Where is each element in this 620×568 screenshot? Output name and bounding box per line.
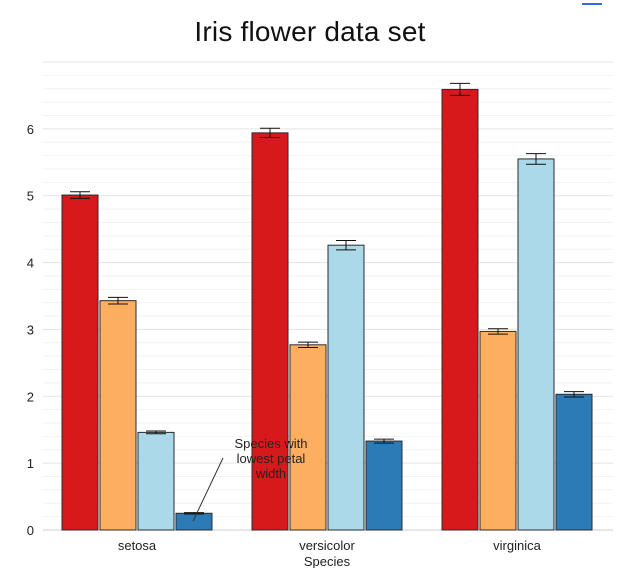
error-bars-layer — [70, 82, 584, 515]
y-tick-label: 0 — [27, 523, 34, 538]
bar-virginica-0 — [441, 88, 479, 531]
y-tick-label: 2 — [27, 389, 34, 404]
y-tick-label: 3 — [27, 322, 34, 337]
y-tick-label: 4 — [27, 256, 34, 271]
annotation-arrow — [192, 457, 224, 522]
x-tick-label-setosa: setosa — [118, 538, 157, 553]
y-tick-label: 5 — [27, 189, 34, 204]
x-tick-label-versicolor: versicolor — [299, 538, 355, 553]
x-tick-label-virginica: virginica — [493, 538, 541, 553]
bars-layer — [61, 88, 593, 531]
bar-versicolor-3 — [365, 440, 403, 531]
bar-setosa-3 — [175, 512, 213, 531]
y-tick-label: 6 — [27, 122, 34, 137]
bar-virginica-3 — [555, 393, 593, 531]
chart-title: Iris flower data set — [194, 16, 426, 47]
x-axis-label: Species — [304, 554, 351, 568]
y-tick-label: 1 — [27, 456, 34, 471]
annotation-text-line: width — [255, 466, 286, 481]
annotation-text-line: Species with — [235, 436, 308, 451]
bar-versicolor-1 — [289, 344, 327, 531]
x-axis-ticks: setosa versicolor virginica — [118, 538, 542, 553]
bar-setosa-1 — [99, 300, 137, 531]
bar-versicolor-2 — [327, 244, 365, 531]
bar-virginica-2 — [517, 158, 555, 531]
corner-link-indicator[interactable] — [582, 0, 602, 5]
bar-virginica-1 — [479, 330, 517, 531]
bar-setosa-2 — [137, 431, 175, 531]
annotation-text-line: lowest petal — [237, 451, 306, 466]
bar-setosa-0 — [61, 194, 99, 531]
y-axis-ticks: 0 1 2 3 4 5 6 — [27, 122, 34, 538]
